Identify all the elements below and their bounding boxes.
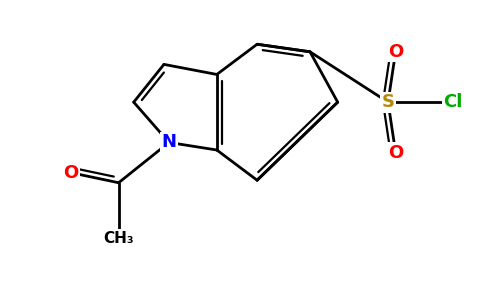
Text: O: O [63, 164, 78, 182]
Text: S: S [381, 93, 394, 111]
Text: O: O [388, 143, 403, 161]
Text: N: N [162, 134, 177, 152]
Text: CH₃: CH₃ [103, 231, 134, 246]
Text: Cl: Cl [443, 93, 463, 111]
Text: O: O [388, 43, 403, 61]
